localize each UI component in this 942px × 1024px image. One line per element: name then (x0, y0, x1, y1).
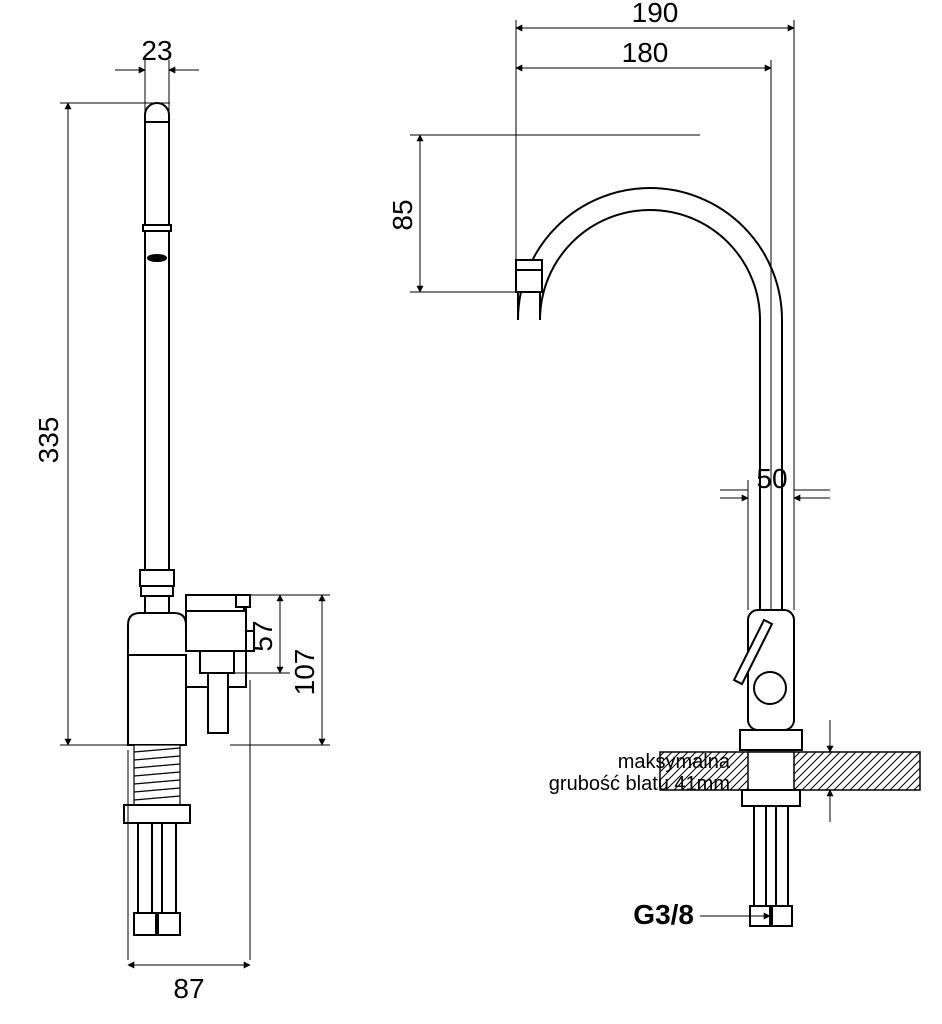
front-view: 335 23 87 57 107 (33, 35, 330, 1004)
faucet-technical-drawing: 335 23 87 57 107 (0, 0, 942, 1024)
countertop-note-line1: maksymalna (618, 751, 731, 773)
dim-spout-drop: 85 (387, 199, 418, 230)
dim-reach-outer: 190 (632, 0, 679, 28)
thread-spec: G3/8 (633, 899, 694, 930)
dim-reach-inner: 180 (622, 37, 669, 68)
dim-body-diameter: 50 (756, 463, 787, 494)
dim-total-height: 335 (33, 417, 64, 464)
dim-handle-height: 57 (247, 620, 278, 651)
countertop-note-line2: grubość blatu 41mm (549, 773, 730, 795)
dim-base-width: 87 (173, 973, 204, 1004)
dim-spout-width: 23 (141, 35, 172, 66)
dim-body-height: 107 (289, 649, 320, 696)
side-view: 190 180 85 50 maksymalna grubość (387, 0, 920, 930)
